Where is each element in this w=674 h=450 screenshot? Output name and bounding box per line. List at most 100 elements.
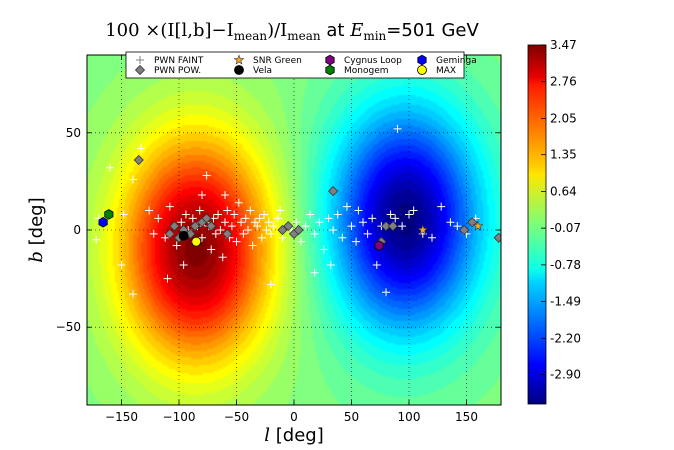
pwn-faint-marker xyxy=(154,214,163,223)
colorbar-tick-label: -0.78 xyxy=(550,258,581,272)
y-tick-label: 0 xyxy=(73,223,81,237)
pwn-faint-marker xyxy=(437,202,446,211)
colorbar-tick-label: 0.64 xyxy=(550,184,577,198)
pwn-faint-marker xyxy=(119,210,128,219)
pwn-faint-marker xyxy=(211,229,220,238)
pwn-faint-marker xyxy=(255,214,264,223)
pwn-faint-marker xyxy=(230,210,239,219)
pwn-pow--marker xyxy=(169,221,180,232)
pwn-pow--marker xyxy=(190,221,201,232)
legend-marker-monogem xyxy=(325,64,335,76)
pwn-faint-marker xyxy=(165,202,174,211)
pwn-faint-marker xyxy=(453,222,462,231)
y-tick-label: 50 xyxy=(66,126,81,140)
pwn-faint-marker xyxy=(267,280,275,289)
pwn-faint-marker xyxy=(257,233,266,242)
pwn-faint-marker xyxy=(216,226,225,234)
pwn-faint-marker xyxy=(198,233,206,242)
pwn-faint-marker xyxy=(195,206,204,215)
pwn-faint-marker xyxy=(188,214,197,223)
colorbar-tick-label: -2.20 xyxy=(550,331,581,345)
pwn-pow--marker xyxy=(133,154,144,166)
pwn-faint-marker xyxy=(398,222,407,231)
pwn-faint-marker xyxy=(276,206,285,215)
y-axis-ticks: −50 0 50 xyxy=(56,126,501,334)
pwn-faint-marker xyxy=(338,233,347,242)
pwn-faint-marker xyxy=(296,237,305,246)
y-axis-var: b xyxy=(26,251,47,263)
title-evar: E xyxy=(349,20,363,41)
pwn-faint-marker xyxy=(262,226,271,234)
pwn-faint-marker xyxy=(393,124,402,133)
monogem-marker xyxy=(104,209,114,220)
pwn-faint-marker xyxy=(239,229,248,238)
pwn-faint-marker xyxy=(342,202,351,211)
vela-marker xyxy=(178,230,189,241)
pwn-faint-marker xyxy=(319,245,328,254)
pwn-faint-marker xyxy=(391,214,400,223)
legend-box xyxy=(125,51,465,79)
legend-marker-snr-green xyxy=(233,54,245,65)
x-tick-label: 150 xyxy=(455,410,478,424)
legend-label-cygnus-loop: Cygnus Loop xyxy=(344,56,402,66)
x-tick-label: −150 xyxy=(105,410,138,424)
x-axis-unit: [deg] xyxy=(270,425,324,446)
pwn-faint-marker xyxy=(221,191,229,199)
pwn-faint-marker xyxy=(145,206,154,215)
pwn-faint-marker xyxy=(129,175,137,184)
pwn-faint-marker xyxy=(372,261,381,269)
colorbar-tick-label: 2.76 xyxy=(550,75,577,89)
pwn-faint-marker xyxy=(246,206,255,215)
pwn-faint-marker xyxy=(232,237,241,246)
x-tick-label: 50 xyxy=(344,410,359,424)
y-tick-label: −50 xyxy=(56,320,81,334)
pwn-faint-marker xyxy=(315,218,324,227)
pwn-faint-marker xyxy=(117,261,126,269)
pwn-pow--marker xyxy=(277,224,288,236)
snr-green-marker xyxy=(417,224,429,235)
legend-marker-pwn-pow- xyxy=(134,64,146,76)
pwn-faint-marker xyxy=(207,245,216,254)
pwn-faint-marker xyxy=(363,229,372,238)
pwn-pow--marker xyxy=(222,228,233,239)
pwn-faint-marker xyxy=(106,163,114,172)
colorbar-tick-label: 3.47 xyxy=(550,38,577,52)
x-axis-ticks: −150 −100 −50 0 50 100 150 xyxy=(105,55,478,424)
colorbar-tick-label: 2.05 xyxy=(550,111,577,125)
pwn-faint-marker xyxy=(264,218,273,227)
pwn-pow--marker xyxy=(493,232,501,243)
pwn-faint-marker xyxy=(223,206,232,215)
colorbar-gradient xyxy=(527,44,547,405)
legend-label-monogem: Monogem xyxy=(344,66,389,76)
title-sub1: mean xyxy=(234,29,268,43)
pwn-faint-marker xyxy=(129,290,137,299)
legend-label-max: MAX xyxy=(436,66,456,76)
title-evalue: =501 GeV xyxy=(386,20,479,41)
pwn-faint-marker xyxy=(352,237,361,246)
max-marker xyxy=(191,236,202,247)
pwn-faint-marker xyxy=(248,241,257,250)
title-sub2: mean xyxy=(287,29,321,43)
title-suffix: at xyxy=(321,20,351,41)
pwn-faint-marker xyxy=(221,218,229,227)
pwn-faint-marker xyxy=(244,226,252,234)
pwn-faint-marker xyxy=(428,233,436,242)
pwn-faint-marker xyxy=(163,274,172,283)
pwn-faint-marker xyxy=(198,191,206,199)
pwn-faint-marker xyxy=(292,218,301,227)
legend-label-geminga: Geminga xyxy=(436,56,477,66)
colorbar-tick-label: -0.07 xyxy=(550,221,581,235)
pwn-pow--marker xyxy=(380,221,392,232)
pwn-faint-marker xyxy=(301,222,310,231)
pwn-faint-marker xyxy=(310,268,319,277)
pwn-faint-marker xyxy=(253,222,262,231)
legend-label-vela: Vela xyxy=(253,66,272,76)
pwn-pow--marker xyxy=(164,228,175,239)
pwn-faint-marker xyxy=(382,288,390,297)
pwn-faint-marker xyxy=(260,210,269,219)
pwn-faint-marker xyxy=(333,210,342,219)
pwn-faint-marker xyxy=(92,235,101,244)
x-tick-label: −50 xyxy=(224,410,249,424)
